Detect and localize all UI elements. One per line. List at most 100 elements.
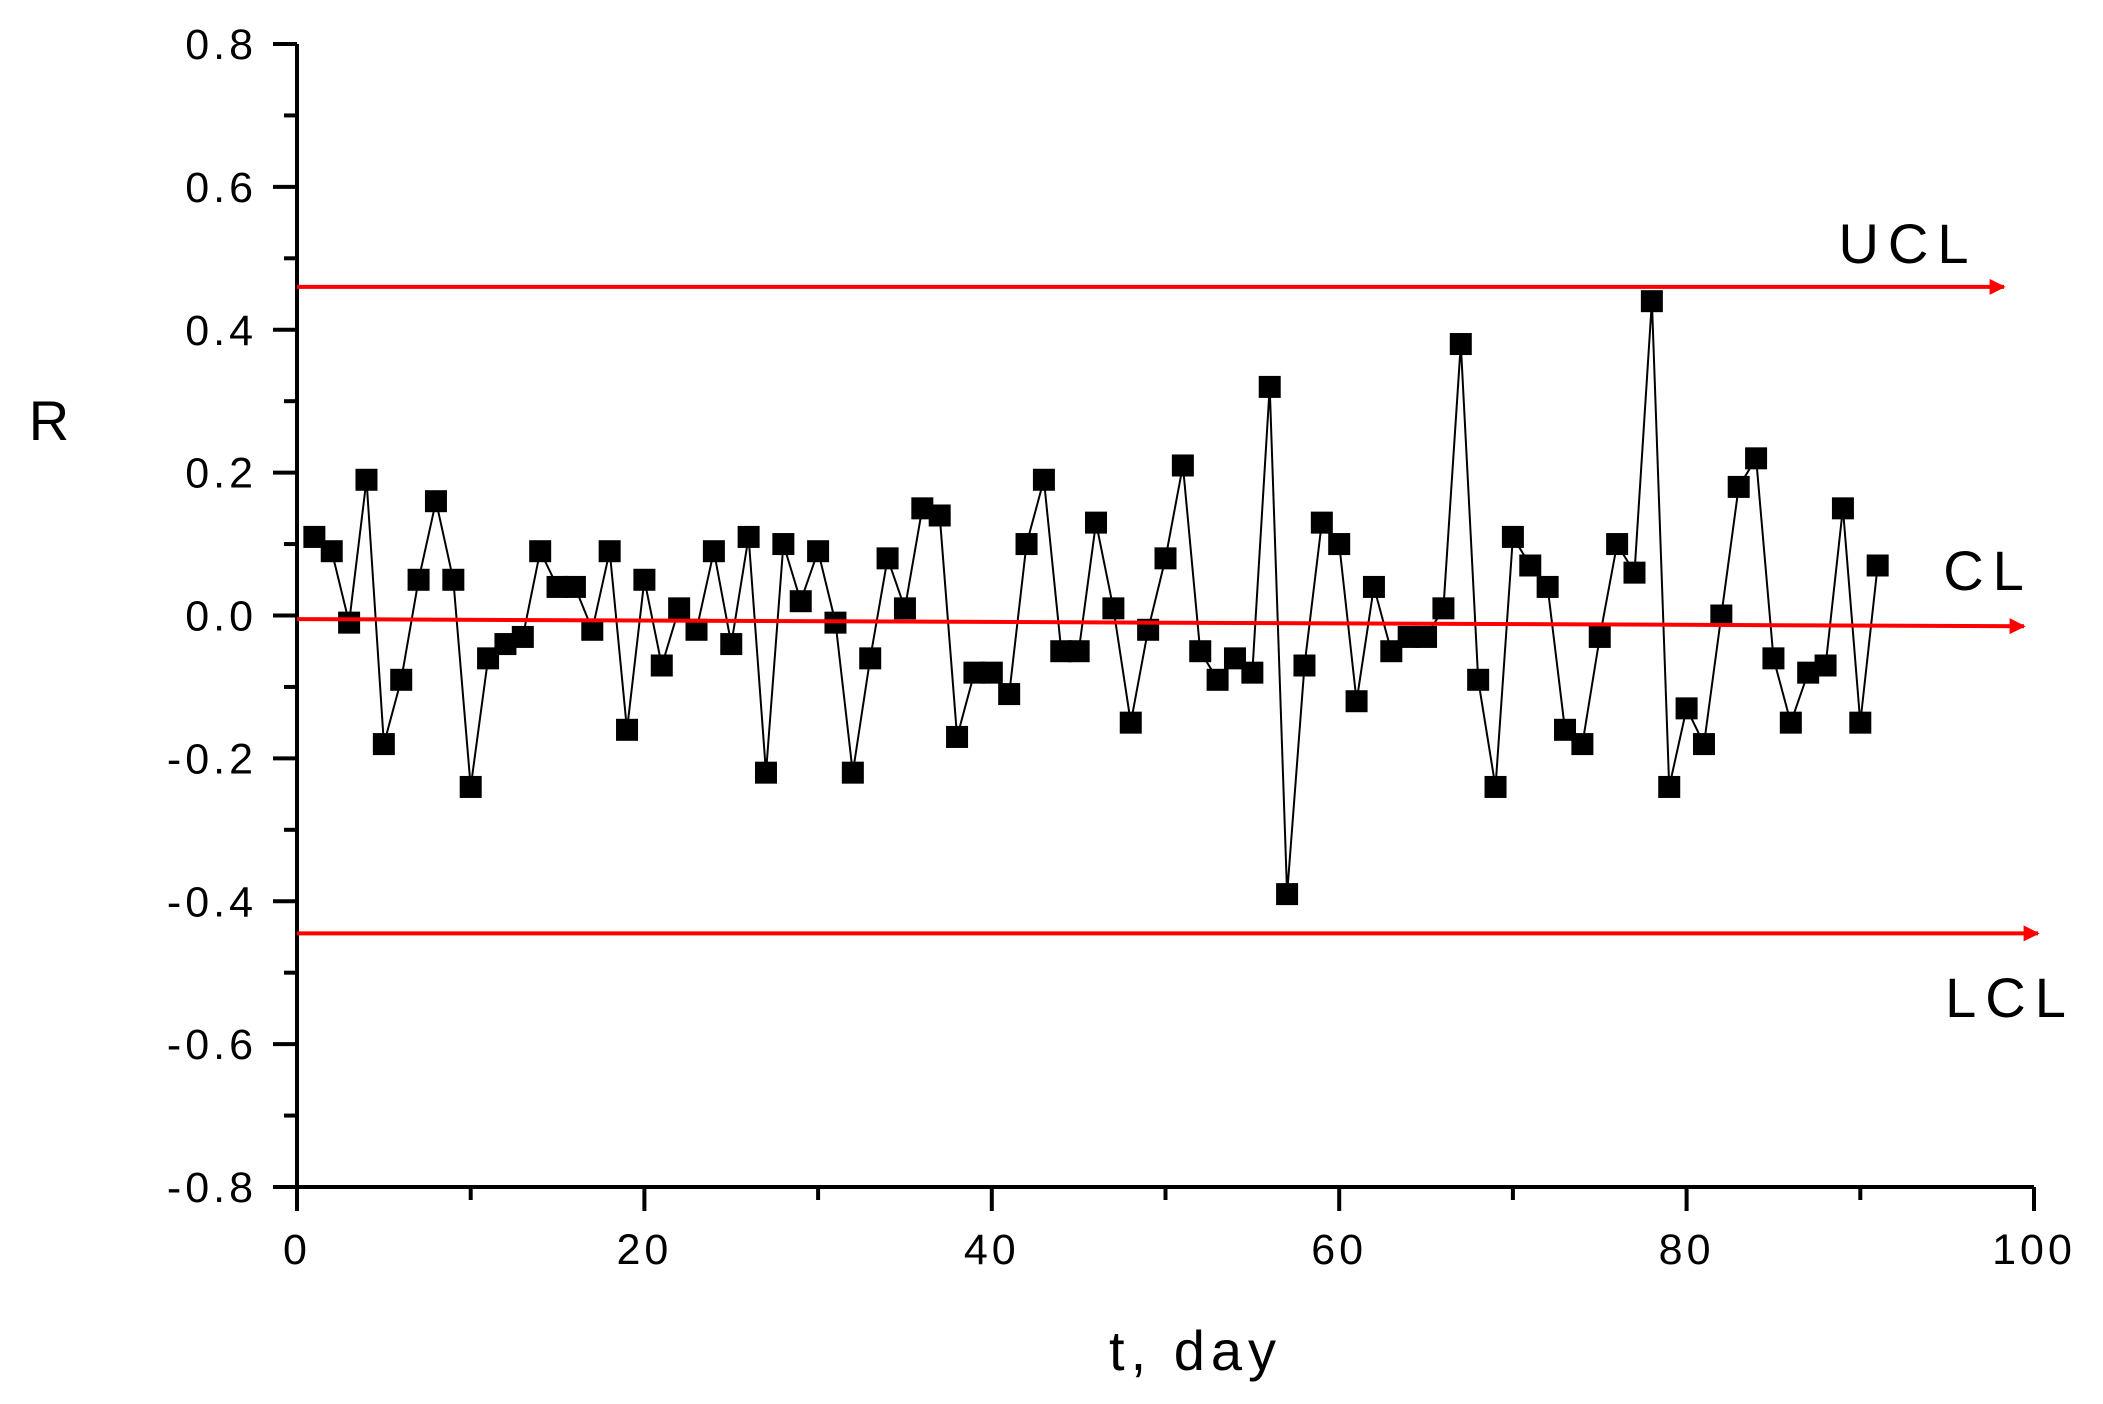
cl-line bbox=[296, 617, 2026, 635]
data-series bbox=[303, 290, 1889, 906]
data-point bbox=[407, 568, 430, 591]
data-point bbox=[1397, 625, 1420, 648]
data-point bbox=[1345, 690, 1368, 713]
data-point bbox=[1362, 575, 1385, 598]
data-point bbox=[1206, 668, 1229, 691]
data-point bbox=[685, 618, 708, 641]
data-point bbox=[928, 504, 951, 527]
data-point bbox=[1727, 475, 1750, 498]
data-point bbox=[1189, 640, 1212, 663]
data-point bbox=[1692, 733, 1715, 756]
data-point bbox=[1710, 604, 1733, 627]
data-point bbox=[563, 575, 586, 598]
data-point bbox=[633, 568, 656, 591]
data-point bbox=[424, 490, 447, 513]
data-point bbox=[1415, 625, 1438, 648]
data-point bbox=[998, 683, 1021, 706]
data-point bbox=[1571, 733, 1594, 756]
data-point bbox=[1658, 775, 1681, 798]
x-tick-label: 100 bbox=[1992, 1226, 2076, 1274]
data-point bbox=[841, 761, 864, 784]
data-point bbox=[1032, 468, 1055, 491]
data-point bbox=[650, 654, 673, 677]
data-point bbox=[1258, 375, 1281, 398]
lcl-label: LCL bbox=[1945, 966, 2075, 1029]
data-point bbox=[1797, 661, 1820, 684]
x-tick-label: 0 bbox=[283, 1226, 311, 1274]
data-point bbox=[1102, 597, 1125, 620]
data-point bbox=[789, 590, 812, 613]
data-point bbox=[616, 718, 639, 741]
data-point bbox=[1293, 654, 1316, 677]
data-point bbox=[338, 611, 361, 634]
data-point bbox=[1467, 668, 1490, 691]
data-point bbox=[1223, 647, 1246, 670]
data-point bbox=[876, 547, 899, 570]
x-tick-label: 40 bbox=[964, 1226, 1020, 1274]
data-point bbox=[511, 625, 534, 648]
data-point bbox=[1519, 554, 1542, 577]
data-point bbox=[772, 533, 795, 556]
data-point bbox=[1831, 497, 1854, 520]
y-axis-title: R bbox=[29, 389, 75, 452]
data-point bbox=[303, 525, 326, 548]
data-point bbox=[529, 540, 552, 563]
data-point bbox=[1849, 711, 1872, 734]
data-point bbox=[1675, 697, 1698, 720]
data-point bbox=[546, 575, 569, 598]
data-point bbox=[1814, 654, 1837, 677]
y-tick-label: -0.6 bbox=[167, 1021, 257, 1069]
y-tick-label: 0.6 bbox=[185, 164, 257, 212]
data-point bbox=[807, 540, 830, 563]
data-point bbox=[1432, 597, 1455, 620]
axes: 0.8 0.6 0.4 0.2 0.0 -0.2 -0.4 -0.6 -0.8 0 20 40 60 80… bbox=[167, 21, 2076, 1274]
control-lines: UCL CL LCL bbox=[296, 212, 2075, 1029]
x-axis-title: t, day bbox=[1109, 1319, 1282, 1382]
data-point bbox=[1484, 775, 1507, 798]
data-point bbox=[1536, 575, 1559, 598]
data-point bbox=[668, 597, 691, 620]
data-point bbox=[320, 540, 343, 563]
data-point bbox=[1310, 511, 1333, 534]
cl-label: CL bbox=[1943, 539, 2033, 602]
y-tick-label: 0.0 bbox=[185, 593, 257, 641]
data-point bbox=[1119, 711, 1142, 734]
data-point bbox=[355, 468, 378, 491]
data-point bbox=[442, 568, 465, 591]
data-point bbox=[372, 733, 395, 756]
x-tick-label: 80 bbox=[1659, 1226, 1715, 1274]
data-point bbox=[859, 647, 882, 670]
data-point bbox=[459, 775, 482, 798]
y-tick-label: -0.8 bbox=[167, 1164, 257, 1212]
data-point bbox=[1588, 625, 1611, 648]
ucl-label: UCL bbox=[1838, 212, 1977, 275]
data-point bbox=[1762, 647, 1785, 670]
data-point bbox=[720, 633, 743, 656]
data-point bbox=[1015, 533, 1038, 556]
data-point bbox=[1606, 533, 1629, 556]
data-point bbox=[1501, 525, 1524, 548]
data-point bbox=[1154, 547, 1177, 570]
data-point bbox=[702, 540, 725, 563]
data-point bbox=[1241, 661, 1264, 684]
data-point bbox=[737, 525, 760, 548]
data-point bbox=[1276, 883, 1299, 906]
data-point bbox=[390, 668, 413, 691]
y-tick-label: -0.4 bbox=[167, 878, 257, 926]
data-point bbox=[893, 597, 916, 620]
data-point bbox=[754, 761, 777, 784]
data-point bbox=[963, 661, 986, 684]
data-point bbox=[1328, 533, 1351, 556]
y-tick-label: 0.2 bbox=[185, 450, 257, 498]
y-tick-label: 0.8 bbox=[185, 21, 257, 69]
data-point bbox=[1745, 447, 1768, 470]
data-point bbox=[1085, 511, 1108, 534]
x-tick-label: 20 bbox=[616, 1226, 672, 1274]
data-point bbox=[1640, 290, 1663, 313]
data-point bbox=[477, 647, 500, 670]
data-point bbox=[1380, 640, 1403, 663]
data-point bbox=[581, 618, 604, 641]
data-point bbox=[980, 661, 1003, 684]
x-tick-label: 60 bbox=[1311, 1226, 1367, 1274]
